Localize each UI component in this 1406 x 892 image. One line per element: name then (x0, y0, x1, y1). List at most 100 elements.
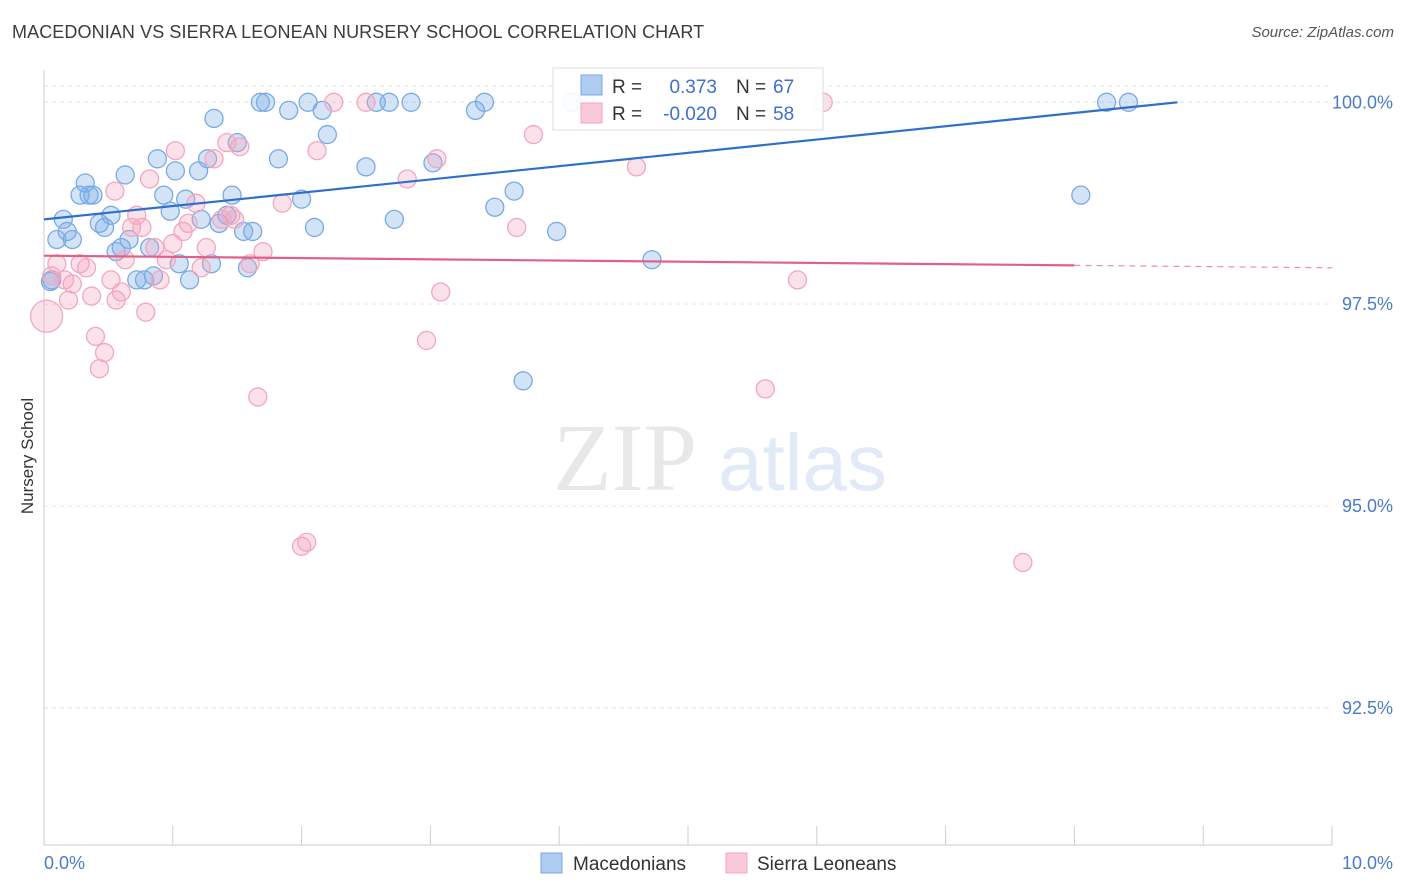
y-tick-label-3: 92.5% (1342, 698, 1393, 718)
point-s1-25 (165, 141, 186, 161)
point-s0-51 (379, 92, 399, 112)
stats-legend: R = 0.373 N = 67 R = -0.020 N = 58 (552, 67, 824, 131)
point-s1-22 (150, 270, 170, 290)
point-s1-36 (230, 137, 250, 157)
point-s0-42 (268, 149, 289, 169)
point-s1-5 (62, 274, 82, 294)
point-s0-22 (154, 185, 174, 205)
point-s0-57 (485, 197, 505, 217)
x-ticks (43, 826, 1333, 845)
point-s0-46 (304, 217, 325, 238)
point-s0-21 (147, 149, 167, 169)
point-s1-37 (240, 254, 260, 274)
point-s0-40 (250, 92, 271, 112)
point-s1-47 (416, 330, 437, 351)
point-s1-38 (248, 387, 268, 407)
y-tick-label-1: 97.5% (1342, 294, 1393, 314)
y-tick-labels: 100.0% 97.5% 95.0% 92.5% (1332, 92, 1393, 717)
point-s1-50 (507, 217, 527, 238)
point-s0-15 (115, 165, 135, 185)
stats-swatch-macedonians (580, 74, 603, 96)
stats-n-label-1: N = (736, 104, 766, 125)
point-s0-12 (101, 205, 121, 225)
point-s0-9 (83, 185, 103, 205)
point-s1-8 (82, 286, 102, 306)
point-s1-56 (1013, 552, 1033, 573)
point-s0-32 (204, 108, 224, 129)
point-s1-51 (523, 124, 544, 145)
point-s0-60 (546, 221, 567, 242)
point-s0-30 (197, 149, 218, 169)
point-s0-43 (279, 100, 299, 121)
watermark-atlas: atlas (718, 418, 887, 507)
stats-swatch-sierra-leoneans (580, 102, 603, 124)
point-s1-42 (297, 532, 317, 552)
point-s1-16 (121, 217, 142, 238)
x-tick-label-min: 0.0% (44, 853, 85, 873)
point-s1-18 (132, 217, 152, 238)
point-s0-65 (1096, 92, 1117, 112)
stats-n-value-1: 58 (773, 104, 794, 125)
legend-swatch-macedonians (540, 852, 563, 874)
point-s0-49 (356, 157, 376, 177)
point-s1-20 (139, 169, 160, 189)
series-legend: Macedonians Sierra Leoneans (540, 852, 896, 875)
legend-label-macedonians: Macedonians (573, 854, 686, 875)
point-s0-44 (291, 189, 312, 209)
point-s1-15 (115, 250, 135, 270)
point-s1-35 (224, 209, 245, 229)
point-s0-2 (47, 229, 67, 250)
point-s1-39 (253, 241, 273, 262)
point-s1-4 (58, 290, 79, 310)
chart-title: MACEDONIAN VS SIERRA LEONEAN NURSERY SCH… (12, 22, 705, 42)
point-s1-9 (85, 326, 106, 347)
gridlines (44, 85, 1332, 709)
point-s1-11 (94, 342, 115, 363)
point-s1-48 (427, 149, 447, 169)
trend-line-s0 (43, 101, 1178, 221)
point-s0-64 (1071, 185, 1091, 205)
point-s1-10 (89, 359, 110, 379)
stats-r-label-0: R = (612, 77, 642, 98)
point-s1-54 (787, 270, 808, 290)
point-s0-59 (513, 371, 533, 391)
point-s0-24 (165, 161, 186, 181)
point-s1-53 (755, 379, 775, 399)
point-s0-56 (474, 92, 495, 112)
point-s0-63 (642, 250, 662, 270)
watermark: ZIP atlas (553, 404, 887, 511)
legend-swatch-sierra-leoneans (725, 852, 748, 874)
point-s0-11 (94, 217, 115, 238)
point-s1-29 (191, 258, 211, 278)
point-s1-14 (111, 282, 131, 302)
point-s1-44 (324, 92, 344, 112)
trend-line-ext-s1 (1074, 264, 1333, 269)
y-axis-label: Nursery School (18, 398, 37, 514)
point-s1-45 (356, 92, 376, 112)
trend-lines (43, 101, 1333, 269)
legend-label-sierra-leoneans: Sierra Leoneans (757, 854, 896, 875)
point-s1-46 (397, 169, 417, 189)
point-s0-58 (504, 181, 524, 201)
trend-line-s1 (43, 254, 1075, 267)
point-s0-39 (243, 221, 263, 242)
point-s1-52 (626, 157, 647, 177)
stats-r-value-0: 0.373 (669, 77, 717, 98)
point-s1-31 (204, 149, 224, 169)
point-s0-52 (384, 209, 404, 229)
point-s0-41 (255, 92, 276, 112)
point-s1-30 (196, 237, 216, 258)
point-s0-53 (401, 92, 421, 112)
point-s1-23 (156, 250, 177, 270)
stats-r-value-1: -0.020 (663, 104, 717, 125)
watermark-zip: ZIP (553, 404, 697, 511)
point-s1-27 (178, 213, 198, 234)
point-s1-7 (76, 258, 97, 278)
stats-n-label-0: N = (736, 77, 766, 98)
point-s0-48 (317, 124, 338, 145)
stats-r-label-1: R = (612, 104, 642, 125)
point-s1-49 (431, 282, 451, 302)
point-s1-0 (29, 299, 64, 333)
y-tick-label-2: 95.0% (1342, 496, 1393, 516)
